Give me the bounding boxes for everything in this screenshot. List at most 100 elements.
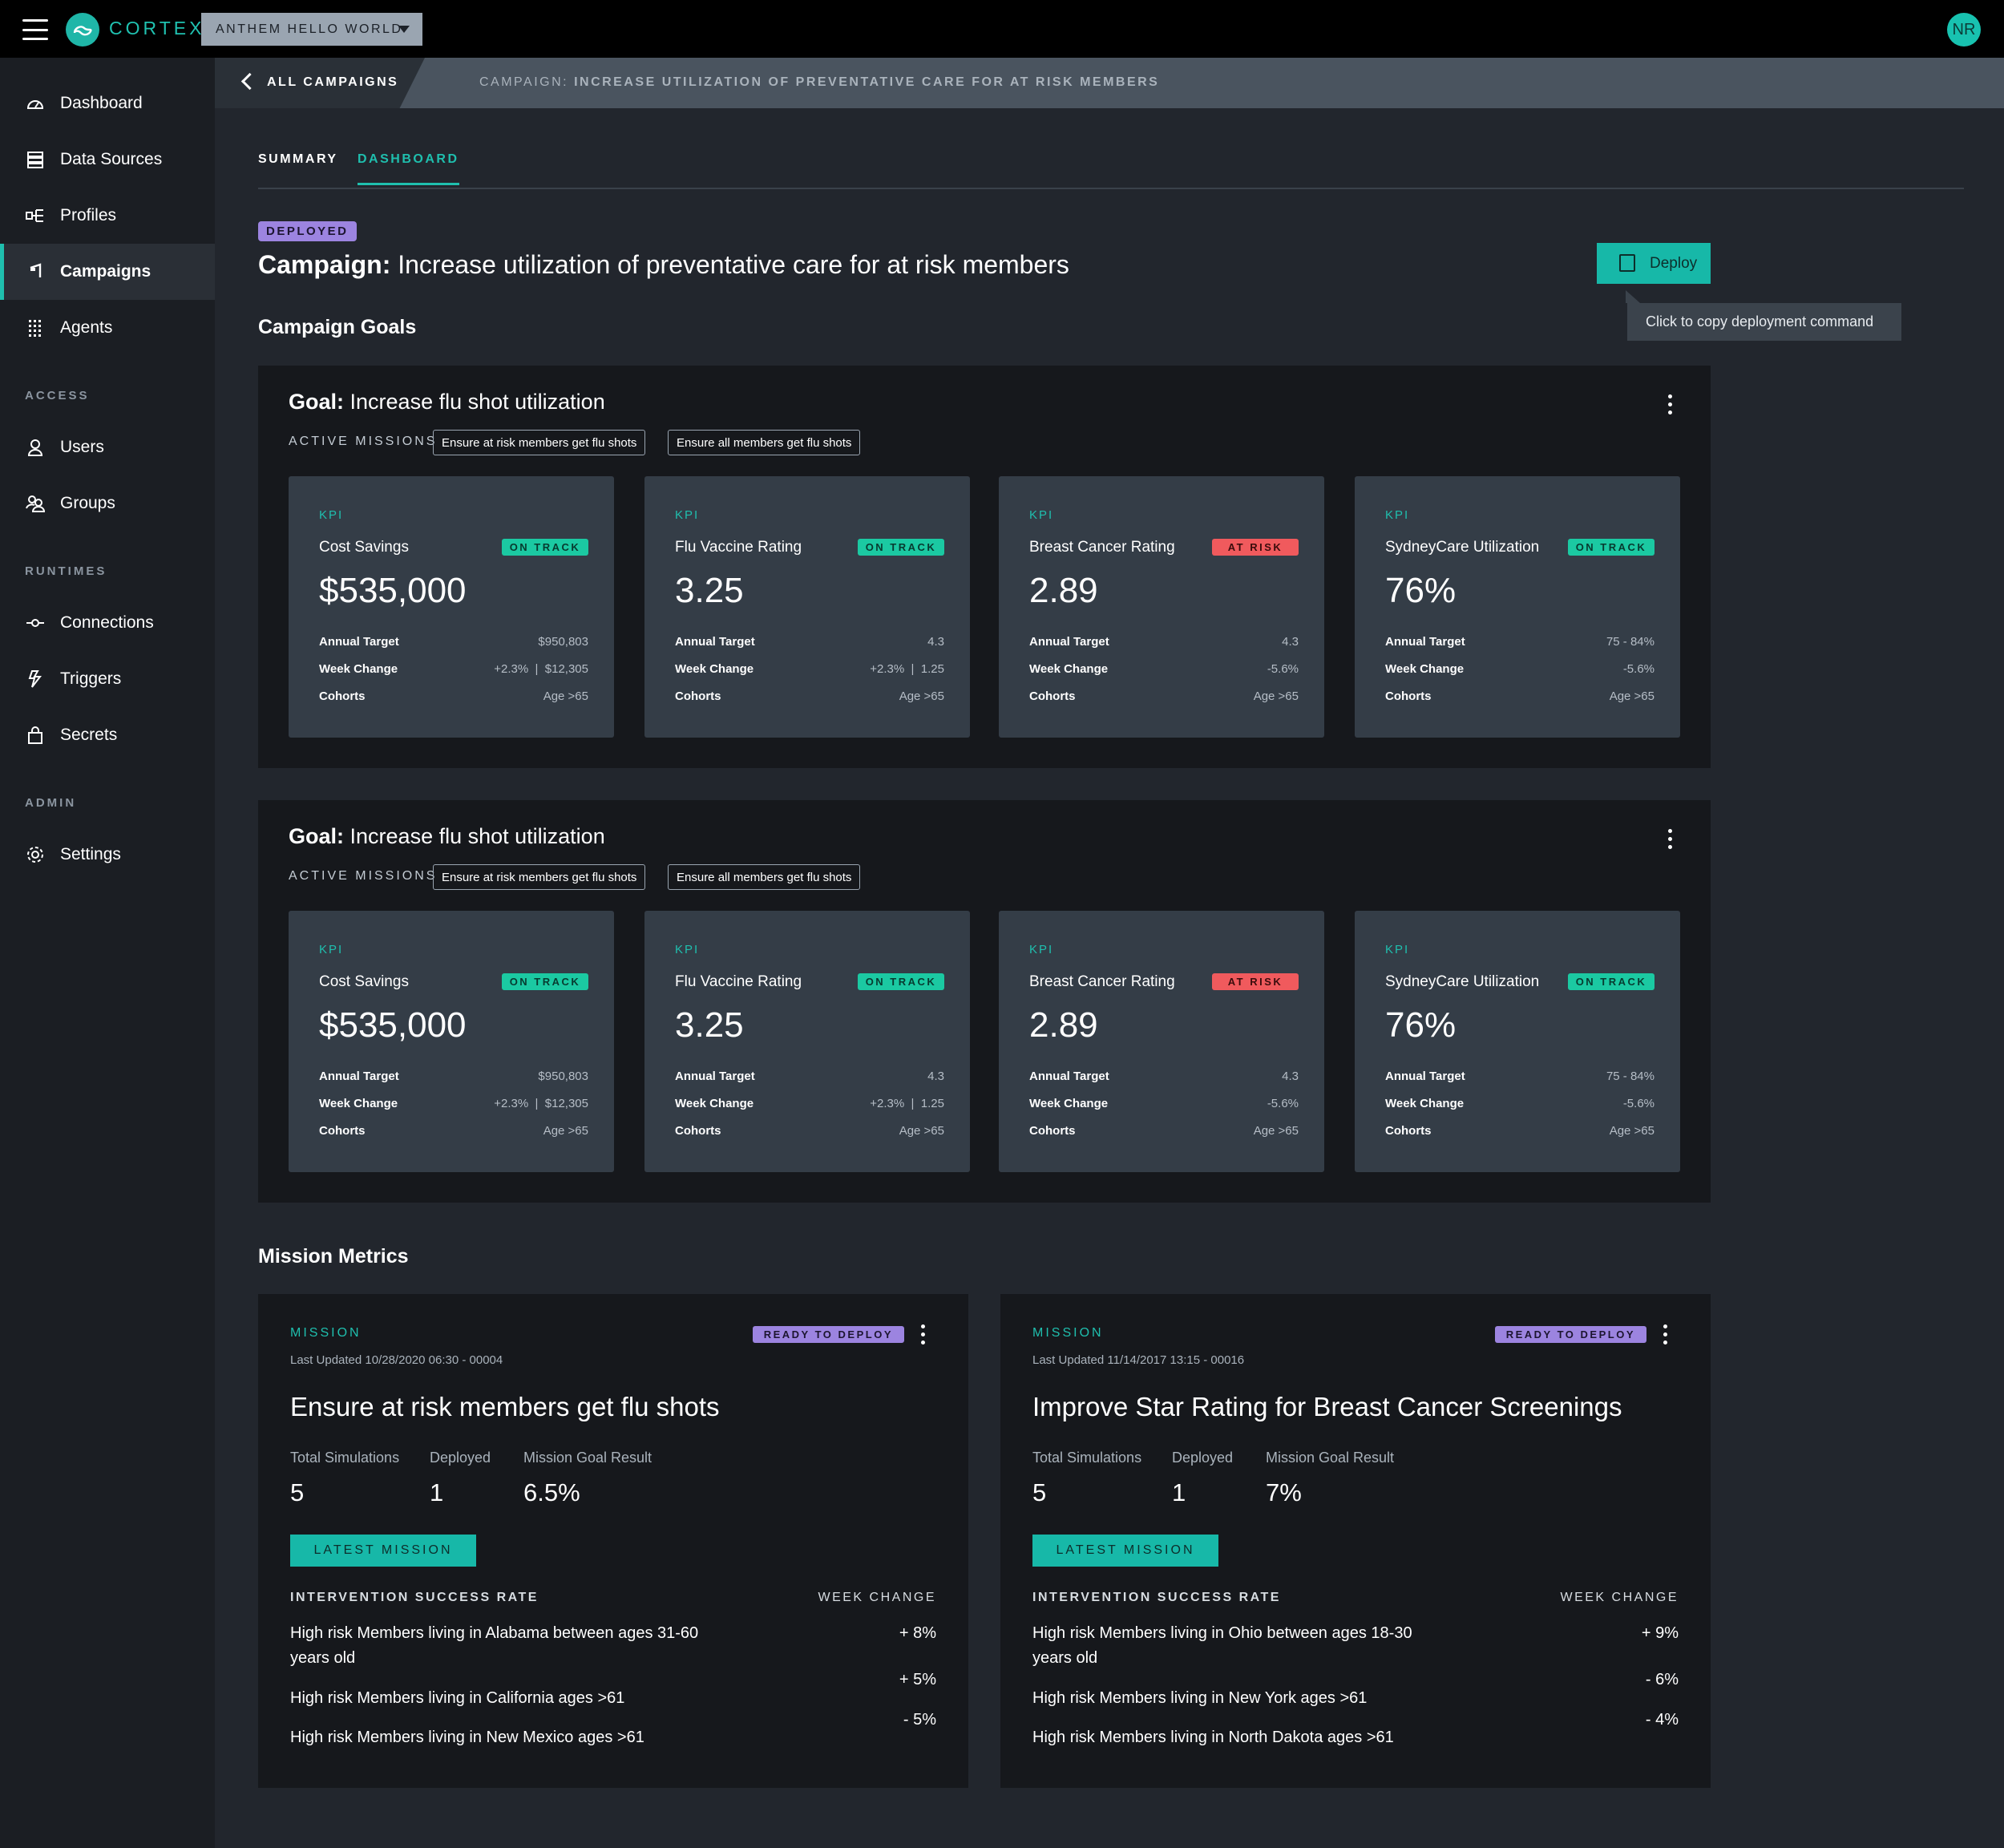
kpi-card[interactable]: KPI Breast Cancer Rating AT RISK 2.89 An… xyxy=(999,911,1324,1172)
kpi-card[interactable]: KPI Breast Cancer Rating AT RISK 2.89 An… xyxy=(999,476,1324,738)
group-icon xyxy=(26,495,45,512)
sidebar-item-label: Dashboard xyxy=(60,94,143,112)
tab-dashboard[interactable]: DASHBOARD xyxy=(358,152,459,185)
mission-chip[interactable]: Ensure all members get flu shots xyxy=(668,430,861,455)
sidebar-item-connections[interactable]: Connections xyxy=(0,595,215,651)
kpi-row-target: Annual Target 4.3 xyxy=(1029,1070,1299,1083)
kpi-row-label: Cohorts xyxy=(1029,689,1076,703)
kpi-value: $535,000 xyxy=(319,571,467,610)
mission-chip[interactable]: Ensure at risk members get flu shots xyxy=(433,430,646,455)
page-title: Campaign: Increase utilization of preven… xyxy=(258,250,1069,280)
sidebar-item-settings[interactable]: Settings xyxy=(0,827,215,883)
kpi-row-value: +2.3% | $12,305 xyxy=(494,1097,588,1110)
kpi-row-value: $950,803 xyxy=(538,635,588,649)
stat-value: 6.5% xyxy=(523,1478,580,1506)
sidebar-item-data-sources[interactable]: Data Sources xyxy=(0,131,215,188)
mission-chip[interactable]: Ensure at risk members get flu shots xyxy=(433,864,646,890)
kpi-row-label: Annual Target xyxy=(319,635,399,649)
sidebar-item-label: Triggers xyxy=(60,669,122,688)
intervention-success-rate-header: INTERVENTION SUCCESS RATE xyxy=(290,1591,539,1604)
kpi-status-badge: ON TRACK xyxy=(1568,973,1655,990)
intervention-row-label: High risk Members living in New York age… xyxy=(1032,1689,1368,1707)
kpi-card[interactable]: KPI Cost Savings ON TRACK $535,000 Annua… xyxy=(289,911,614,1172)
goal-title: Goal: Increase flu shot utilization xyxy=(289,824,605,849)
ready-to-deploy-badge: READY TO DEPLOY xyxy=(752,1326,904,1343)
kpi-card[interactable]: KPI Flu Vaccine Rating ON TRACK 3.25 Ann… xyxy=(644,476,970,738)
sidebar: Dashboard Data Sources Profiles Campaign… xyxy=(0,58,215,1848)
kpi-change-abs: 1.25 xyxy=(920,662,944,676)
kpi-card[interactable]: KPI Cost Savings ON TRACK $535,000 Annua… xyxy=(289,476,614,738)
kpi-row-value: $950,803 xyxy=(538,1070,588,1083)
kpi-change-pct: +2.3% xyxy=(494,1097,529,1110)
user-avatar[interactable]: NR xyxy=(1947,13,1981,47)
mission-card: MISSION Last Updated 10/28/2020 06:30 - … xyxy=(258,1294,968,1788)
kpi-row-label: Cohorts xyxy=(1385,1124,1432,1138)
all-campaigns-link[interactable]: ALL CAMPAIGNS xyxy=(215,58,425,108)
tenant-selector[interactable]: ANTHEM HELLO WORLD xyxy=(201,13,422,46)
kpi-status-badge: AT RISK xyxy=(1212,539,1299,556)
mission-label: MISSION xyxy=(290,1326,362,1340)
goal-title-prefix: Goal: xyxy=(289,390,345,414)
kpi-change-abs: $12,305 xyxy=(544,662,588,676)
sidebar-item-label: Campaigns xyxy=(60,262,152,281)
sidebar-item-users[interactable]: Users xyxy=(0,419,215,475)
kpi-row-value: Age >65 xyxy=(899,689,944,703)
kpi-card[interactable]: KPI SydneyCare Utilization ON TRACK 76% … xyxy=(1355,476,1680,738)
active-missions-label: ACTIVE MISSIONS xyxy=(289,435,438,448)
kpi-row-label: Week Change xyxy=(319,662,398,676)
section-label-admin: ADMIN xyxy=(25,796,77,810)
intervention-row-change: + 9% xyxy=(1641,1624,1679,1642)
stat-label: Deployed xyxy=(430,1450,491,1466)
mission-chip[interactable]: Ensure all members get flu shots xyxy=(668,864,861,890)
kpi-status-badge: ON TRACK xyxy=(858,973,944,990)
latest-mission-button[interactable]: LATEST MISSION xyxy=(1032,1535,1218,1567)
intervention-row-change: - 4% xyxy=(1645,1711,1679,1729)
week-change-header: WEEK CHANGE xyxy=(818,1591,936,1604)
kpi-card[interactable]: KPI Flu Vaccine Rating ON TRACK 3.25 Ann… xyxy=(644,911,970,1172)
intervention-row-label: High risk Members living in Ohio between… xyxy=(1032,1624,1412,1667)
trigger-icon xyxy=(28,670,42,688)
kpi-row-label: Cohorts xyxy=(1385,689,1432,703)
kpi-card[interactable]: KPI SydneyCare Utilization ON TRACK 76% … xyxy=(1355,911,1680,1172)
latest-mission-button[interactable]: LATEST MISSION xyxy=(290,1535,476,1567)
tenant-label: ANTHEM HELLO WORLD xyxy=(216,22,403,36)
kpi-label: KPI xyxy=(1385,508,1410,522)
status-badge: DEPLOYED xyxy=(258,221,357,241)
sidebar-item-triggers[interactable]: Triggers xyxy=(0,651,215,707)
sidebar-item-label: Connections xyxy=(60,613,154,632)
sidebar-item-campaigns[interactable]: Campaigns xyxy=(0,244,215,300)
menu-icon[interactable] xyxy=(22,19,48,40)
more-options-icon[interactable] xyxy=(1666,829,1674,851)
deploy-button[interactable]: Deploy xyxy=(1597,243,1711,284)
page-title-prefix: Campaign: xyxy=(258,250,391,279)
more-options-icon[interactable] xyxy=(1666,394,1674,417)
kpi-row-label: Cohorts xyxy=(319,1124,366,1138)
kpi-value: 3.25 xyxy=(675,1005,744,1045)
stat-label: Mission Goal Result xyxy=(523,1450,653,1466)
sidebar-item-dashboard[interactable]: Dashboard xyxy=(0,75,215,131)
kpi-row-week-change: Week Change +2.3% | $12,305 xyxy=(319,662,588,676)
kpi-name: Breast Cancer Rating xyxy=(1029,973,1175,990)
more-options-icon[interactable] xyxy=(919,1324,927,1347)
kpi-row-value: -5.6% xyxy=(1622,1097,1655,1110)
tab-summary[interactable]: SUMMARY xyxy=(258,152,338,166)
stat-value: 1 xyxy=(430,1478,444,1506)
sidebar-item-secrets[interactable]: Secrets xyxy=(0,707,215,763)
sidebar-item-groups[interactable]: Groups xyxy=(0,475,215,532)
database-icon xyxy=(27,152,43,168)
kpi-name: SydneyCare Utilization xyxy=(1385,539,1540,556)
kpi-value: 2.89 xyxy=(1029,1005,1098,1045)
stat-label: Mission Goal Result xyxy=(1266,1450,1395,1466)
kpi-row-value: 4.3 xyxy=(927,635,944,649)
campaign-flag-icon xyxy=(30,263,42,277)
mission-title: Ensure at risk members get flu shots xyxy=(290,1392,720,1421)
kpi-row-value: 4.3 xyxy=(1282,1070,1299,1083)
cortex-logo-icon[interactable] xyxy=(66,13,99,47)
more-options-icon[interactable] xyxy=(1661,1324,1669,1347)
sidebar-item-profiles[interactable]: Profiles xyxy=(0,188,215,244)
kpi-label: KPI xyxy=(675,508,700,522)
sidebar-item-agents[interactable]: Agents xyxy=(0,300,215,356)
kpi-row-label: Week Change xyxy=(1029,1097,1109,1110)
kpi-status-badge: AT RISK xyxy=(1212,973,1299,990)
kpi-row-value: -5.6% xyxy=(1267,1097,1299,1110)
